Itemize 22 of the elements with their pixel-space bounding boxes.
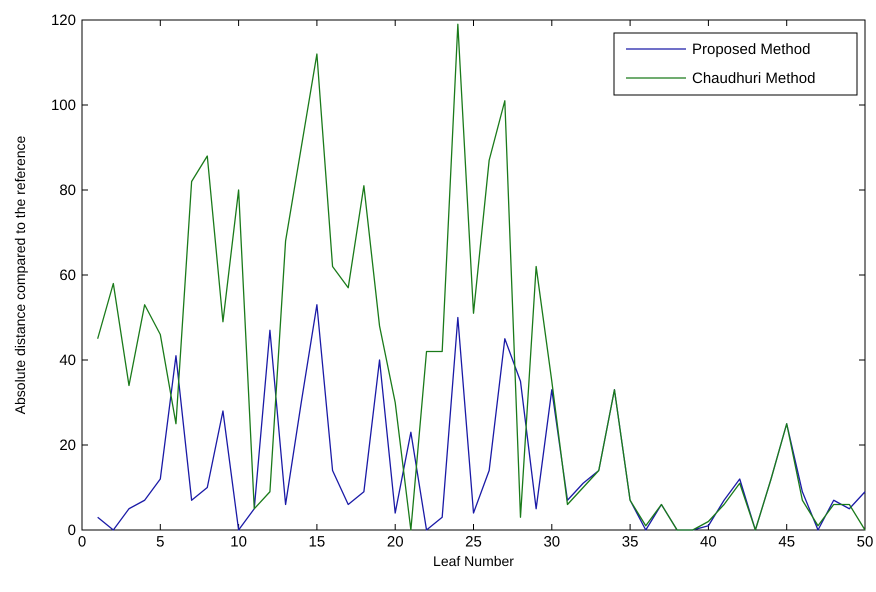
x-tick-label: 20 — [386, 534, 404, 551]
legend-label: Chaudhuri Method — [692, 70, 816, 87]
x-tick-label: 15 — [308, 534, 326, 551]
x-tick-label: 25 — [465, 534, 482, 551]
y-tick-label: 120 — [50, 12, 76, 29]
y-tick-label: 80 — [59, 182, 76, 199]
x-tick-label: 35 — [622, 534, 638, 551]
y-axis-title: Absolute distance compared to the reference — [12, 135, 28, 414]
x-axis-title: Leaf Number — [433, 553, 514, 569]
x-tick-label: 30 — [543, 534, 560, 551]
x-tick-label: 45 — [778, 534, 796, 551]
x-tick-label: 40 — [700, 534, 717, 551]
y-tick-label: 60 — [59, 266, 76, 284]
x-tick-label: 50 — [856, 534, 874, 551]
y-tick-label: 0 — [68, 522, 76, 539]
x-tick-label: 10 — [230, 534, 247, 551]
line-series — [97, 24, 866, 531]
y-tick-label: 100 — [50, 96, 76, 114]
y-tick-label: 40 — [59, 352, 76, 369]
x-tick-label: 5 — [156, 534, 164, 551]
legend-label: Proposed Method — [692, 41, 810, 58]
y-tick-label: 20 — [59, 436, 76, 454]
